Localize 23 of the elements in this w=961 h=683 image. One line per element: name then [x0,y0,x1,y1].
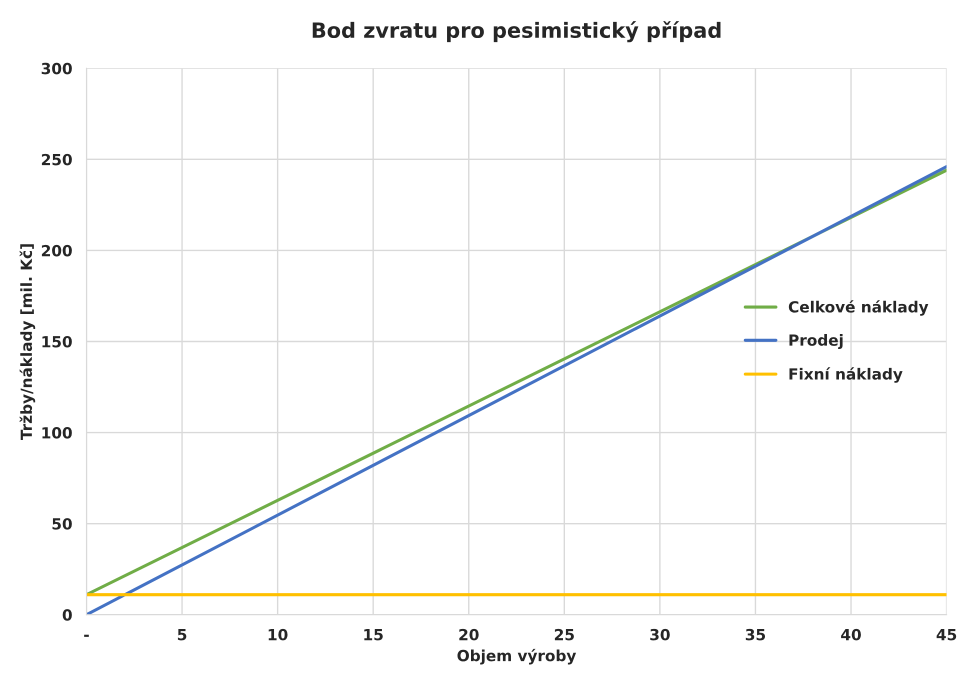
x-tick-label: - [84,634,89,637]
x-tick-label: 10 [268,628,288,640]
x-tick-label: 40 [841,628,861,640]
legend-label: Prodej [789,334,843,349]
y-tick-label: 100 [42,427,72,439]
y-tick-label: 200 [42,244,72,256]
x-tick-label: 45 [936,629,956,640]
x-tick-label: 5 [178,629,186,640]
x-tick-label: 30 [650,628,670,640]
y-tick-label: 50 [52,518,72,530]
x-axis-title: Objem výroby [457,648,576,664]
x-tick-label: 35 [746,628,766,640]
legend-label: Fixní náklady [789,367,903,383]
y-tick-label: 0 [62,609,72,621]
x-tick-label: 15 [364,629,383,640]
x-tick-label: 25 [554,628,574,640]
legend-label: Celkové náklady [788,300,928,316]
y-axis-title: Tržby/náklady [mil. Kč] [20,244,36,440]
y-tick-label: 300 [42,62,72,74]
x-tick-label: 20 [459,628,479,640]
y-tick-label: 250 [42,154,72,166]
y-tick-label: 150 [42,336,72,348]
chart-title: Bod zvratu pro pesimistický případ [312,21,720,42]
